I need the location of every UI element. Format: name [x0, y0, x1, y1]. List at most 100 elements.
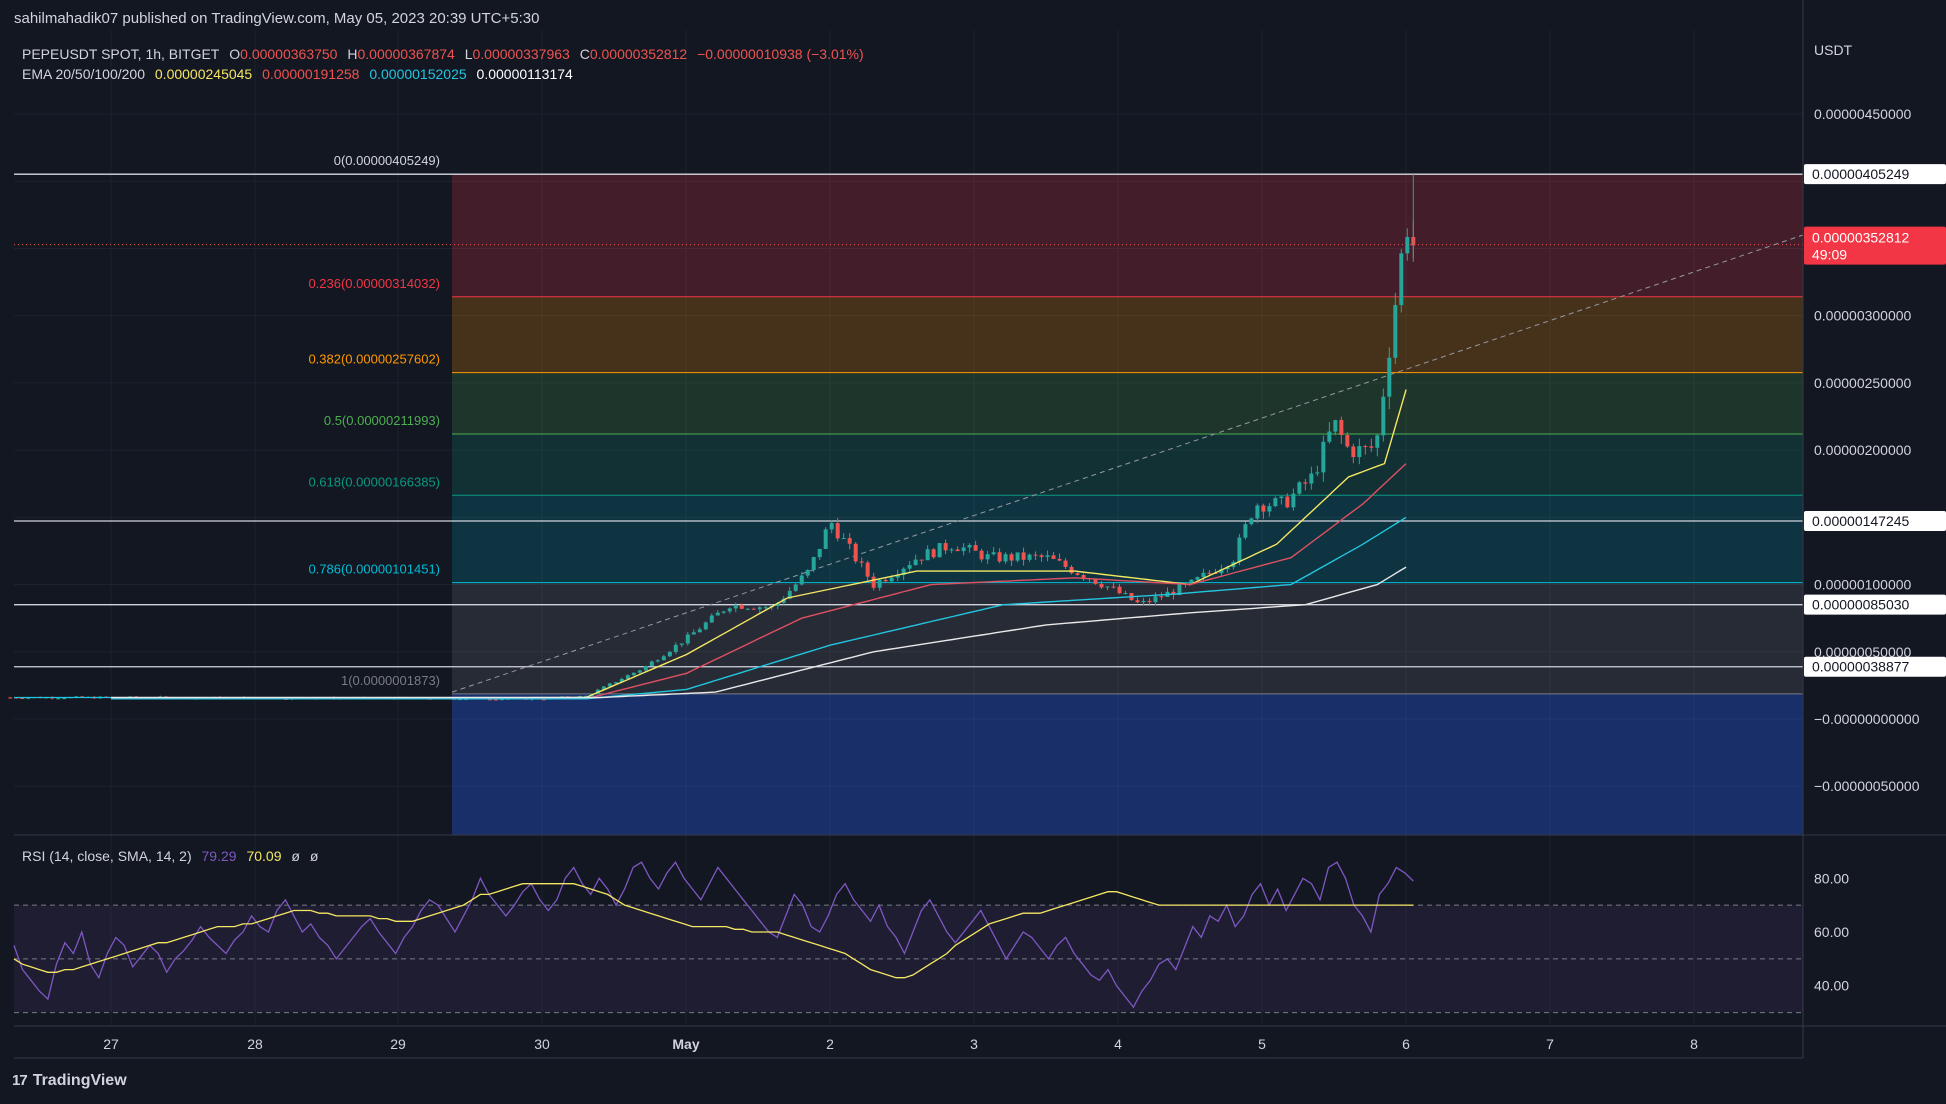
- close-value: 0.00000352812: [589, 46, 688, 62]
- ema50-value: 0.00000191258: [262, 66, 360, 82]
- bar-countdown: 49:09: [1812, 247, 1847, 263]
- candle-body: [1273, 498, 1278, 507]
- rsi-label[interactable]: RSI (14, close, SMA, 14, 2): [22, 848, 192, 864]
- candle-body: [637, 670, 642, 673]
- fib-zone: [452, 495, 1803, 583]
- candle-body: [793, 584, 798, 591]
- candle-body: [1405, 237, 1410, 254]
- brand-name: TradingView: [32, 1072, 127, 1089]
- candle-body: [1393, 305, 1398, 358]
- candle-body: [973, 545, 978, 551]
- ema-legend: EMA 20/50/100/200 0.00000245045 0.000001…: [22, 66, 573, 82]
- candle-body: [721, 611, 726, 613]
- candle-body: [835, 523, 840, 539]
- fib-level-label: 1(0.0000001873): [341, 673, 440, 688]
- candle-body: [661, 656, 666, 661]
- symbol-label[interactable]: PEPEUSDT SPOT, 1h, BITGET: [22, 46, 220, 62]
- ema-label[interactable]: EMA 20/50/100/200: [22, 66, 145, 82]
- candle-body: [1057, 558, 1062, 561]
- candle-body: [739, 604, 744, 609]
- time-axis-label: 5: [1258, 1036, 1266, 1052]
- candle-body: [1267, 506, 1272, 512]
- candle-body: [871, 576, 876, 588]
- candle-body: [1327, 431, 1332, 442]
- tradingview-logo-icon: 17: [12, 1072, 28, 1089]
- price-axis-label: 0.00000050000: [1814, 644, 1912, 660]
- candle-body: [925, 549, 930, 561]
- low-value: 0.00000337963: [472, 46, 570, 62]
- last-price-tag: [1804, 226, 1946, 265]
- candle-body: [1279, 496, 1284, 499]
- time-axis-label: 6: [1402, 1036, 1410, 1052]
- candle-body: [1219, 569, 1224, 574]
- candle-body: [967, 545, 972, 548]
- candle-body: [895, 574, 900, 578]
- candle-body: [1237, 537, 1242, 563]
- candle-body: [499, 699, 504, 701]
- candle-body: [1243, 524, 1248, 538]
- candle-body: [1045, 555, 1050, 557]
- candle-body: [985, 554, 990, 560]
- candle-body: [763, 607, 768, 609]
- rsi-na-2: ø: [309, 848, 319, 864]
- candle-body: [1117, 586, 1122, 594]
- candle-body: [1357, 446, 1362, 458]
- candle-body: [673, 644, 678, 652]
- candle-body: [847, 538, 852, 544]
- candle-body: [1159, 596, 1164, 598]
- ema100-value: 0.00000152025: [369, 66, 467, 82]
- tradingview-logo[interactable]: 17 TradingView: [12, 1072, 127, 1090]
- candle-body: [859, 561, 864, 563]
- time-axis-label: 8: [1690, 1036, 1698, 1052]
- candle-body: [1261, 505, 1266, 512]
- trendline[interactable]: [451, 234, 1804, 693]
- publisher-line: sahilmahadik07 published on TradingView.…: [14, 10, 540, 27]
- rsi-na-1: ø: [291, 848, 300, 864]
- candle-body: [703, 622, 708, 630]
- candle-body: [889, 577, 894, 582]
- candle-body: [1201, 572, 1206, 578]
- candle-body: [841, 538, 846, 540]
- close-label: C: [579, 46, 590, 62]
- candle-body: [883, 579, 888, 582]
- rsi-legend: RSI (14, close, SMA, 14, 2) 79.29 70.09 …: [22, 848, 318, 864]
- last-price-label: 0.00000352812: [1812, 230, 1910, 246]
- high-value: 0.00000367874: [357, 46, 455, 62]
- candle-body: [931, 549, 936, 558]
- candle-body: [1135, 600, 1140, 603]
- fib-zone: [452, 582, 1803, 694]
- candle-body: [8, 697, 13, 699]
- candle-body: [1069, 566, 1074, 574]
- price-tag-label: 0.00000405249: [1812, 166, 1910, 182]
- candle-body: [619, 678, 624, 683]
- candle-body: [829, 523, 834, 530]
- price-tag-box: [1804, 594, 1946, 615]
- candle-body: [1075, 573, 1080, 575]
- candle-body: [1177, 584, 1182, 595]
- currency-unit: USDT: [1814, 42, 1853, 58]
- candle-body: [733, 604, 738, 609]
- candle-body: [457, 699, 462, 701]
- candle-body: [1225, 567, 1230, 570]
- candle-body: [20, 698, 25, 700]
- candle-body: [811, 557, 816, 570]
- candle-body: [817, 548, 822, 558]
- rsi-sma-line: [13, 883, 1414, 979]
- candle-body: [1189, 579, 1194, 584]
- ema20-value: 0.00000245045: [154, 66, 253, 82]
- price-axis-label: −0.00000000000: [1814, 711, 1920, 727]
- candle-body: [709, 615, 714, 623]
- candle-body: [631, 672, 636, 676]
- price-axis-label: 0.00000200000: [1814, 442, 1912, 458]
- candle-body: [583, 695, 588, 697]
- candle-body: [1255, 505, 1260, 519]
- rsi-axis-label: 80.00: [1814, 870, 1849, 886]
- candle-body: [1093, 579, 1098, 584]
- price-axis-label: 0.00000100000: [1814, 577, 1912, 593]
- time-axis-label: 7: [1546, 1036, 1554, 1052]
- candle-body: [901, 568, 906, 575]
- candle-body: [1381, 396, 1386, 436]
- candle-body: [1141, 600, 1146, 603]
- candle-body: [1363, 446, 1368, 448]
